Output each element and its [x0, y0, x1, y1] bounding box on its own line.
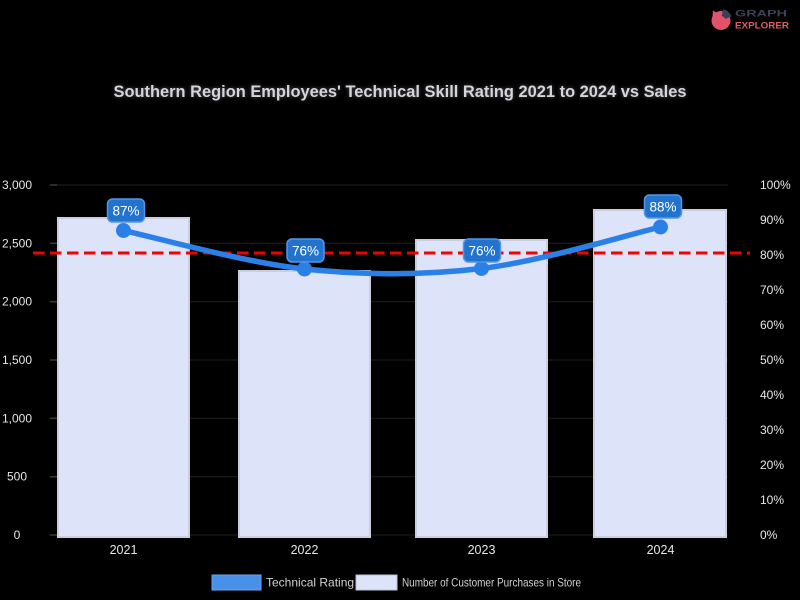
svg-text:1,500: 1,500 [2, 353, 32, 367]
svg-text:60%: 60% [760, 318, 784, 332]
svg-text:Technical Rating: Technical Rating [266, 576, 354, 590]
svg-text:50%: 50% [760, 353, 784, 367]
svg-text:76%: 76% [292, 244, 319, 259]
svg-text:2021: 2021 [110, 543, 138, 557]
svg-text:1,000: 1,000 [2, 411, 32, 425]
svg-text:76%: 76% [468, 244, 495, 259]
svg-text:90%: 90% [760, 213, 784, 227]
svg-text:2023: 2023 [468, 543, 496, 557]
svg-text:EXPLORER: EXPLORER [735, 21, 790, 31]
svg-text:GRAPH: GRAPH [735, 9, 787, 19]
svg-text:Southern Region Employees' Tec: Southern Region Employees' Technical Ski… [114, 82, 687, 101]
svg-text:20%: 20% [760, 458, 784, 472]
svg-text:2024: 2024 [647, 543, 675, 557]
svg-text:2,500: 2,500 [2, 236, 32, 250]
svg-text:40%: 40% [760, 388, 784, 402]
svg-text:80%: 80% [760, 248, 784, 262]
svg-text:70%: 70% [760, 283, 784, 297]
svg-text:0%: 0% [760, 528, 778, 542]
svg-text:10%: 10% [760, 493, 784, 507]
svg-text:88%: 88% [649, 200, 676, 215]
svg-text:Southern Region Employees' Tec: Southern Region Employees' Technical Ski… [114, 82, 687, 101]
svg-text:2,000: 2,000 [2, 295, 32, 309]
svg-text:3,000: 3,000 [2, 178, 32, 192]
svg-text:87%: 87% [112, 204, 139, 219]
svg-text:0: 0 [14, 528, 21, 542]
svg-text:100%: 100% [760, 178, 791, 192]
svg-text:500: 500 [7, 470, 27, 484]
svg-text:2022: 2022 [291, 543, 319, 557]
svg-text:Number of Customer Purchases i: Number of Customer Purchases in Store [402, 576, 581, 590]
svg-text:30%: 30% [760, 423, 784, 437]
